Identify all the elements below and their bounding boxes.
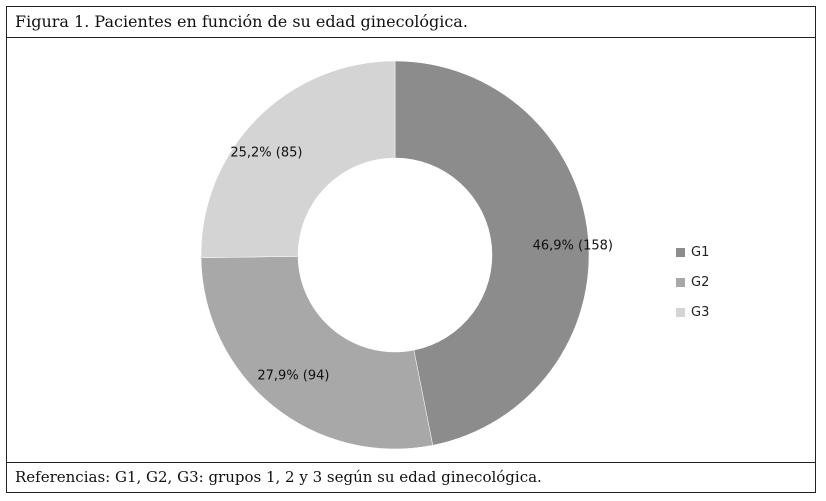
slice-g2	[200, 256, 434, 450]
legend-swatch-g1	[676, 247, 685, 257]
slice-label-g2: 27,9% (94)	[257, 369, 329, 384]
figure-caption: Figura 1. Pacientes en función de su eda…	[7, 7, 815, 38]
legend-swatch-g3	[676, 307, 685, 317]
legend-item-g3: G3	[676, 297, 709, 327]
slice-g3	[200, 60, 396, 258]
chart-legend: G1 G2 G3	[676, 237, 709, 327]
slice-label-g1: 46,9% (158)	[533, 238, 613, 253]
legend-label-g2: G2	[691, 274, 710, 290]
figure-frame: Figura 1. Pacientes en función de su eda…	[6, 6, 816, 493]
figure-footnote: Referencias: G1, G2, G3: grupos 1, 2 y 3…	[7, 462, 815, 492]
slice-label-g3: 25,2% (85)	[230, 145, 302, 160]
legend-item-g1: G1	[676, 237, 709, 267]
donut-chart: 46,9% (158) 27,9% (94) 25,2% (85)	[200, 60, 613, 450]
legend-label-g1: G1	[691, 244, 710, 260]
chart-area: 46,9% (158) 27,9% (94) 25,2% (85) G1 G2 G3	[7, 38, 815, 463]
legend-item-g2: G2	[676, 267, 709, 297]
legend-swatch-g2	[676, 277, 685, 287]
legend-label-g3: G3	[691, 304, 710, 320]
